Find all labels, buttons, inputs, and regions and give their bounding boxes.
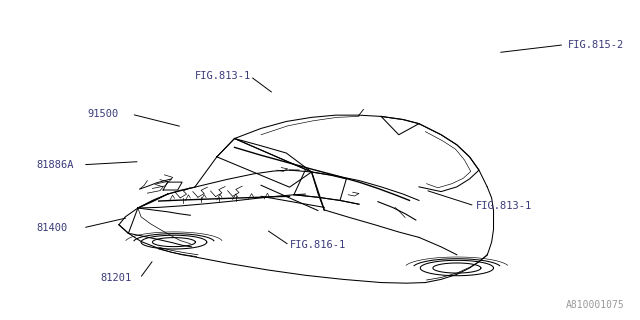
- Text: FIG.813-1: FIG.813-1: [476, 201, 532, 211]
- Text: 81886A: 81886A: [37, 160, 74, 170]
- Text: FIG.813-1: FIG.813-1: [195, 71, 251, 81]
- Text: 81201: 81201: [100, 273, 131, 284]
- Text: A810001075: A810001075: [566, 300, 624, 310]
- Text: 91500: 91500: [87, 109, 118, 119]
- Text: 81400: 81400: [37, 223, 68, 233]
- Text: FIG.815-2: FIG.815-2: [568, 40, 623, 50]
- Text: FIG.816-1: FIG.816-1: [289, 240, 346, 250]
